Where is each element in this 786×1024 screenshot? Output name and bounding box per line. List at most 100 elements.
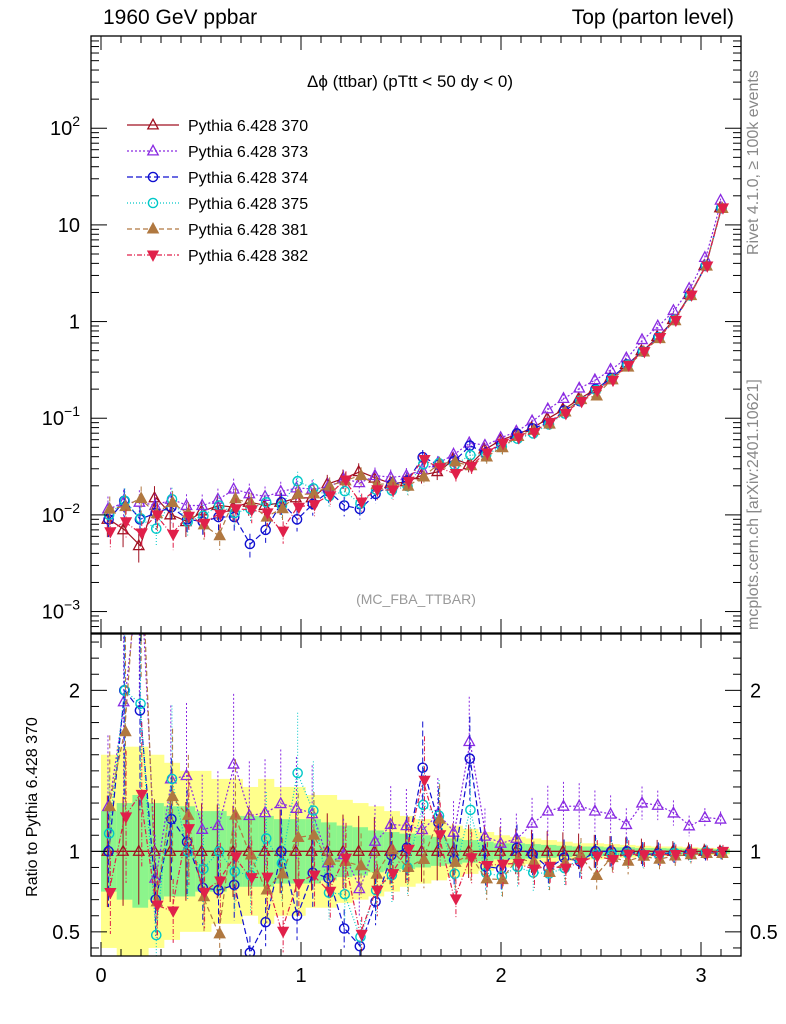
series-6-428-381-point bbox=[417, 469, 431, 482]
ratio-panel-frame bbox=[90, 633, 742, 957]
series-6-428-373-point bbox=[635, 332, 649, 345]
series-6-428-381-ratio-point bbox=[449, 855, 462, 867]
series-6-428-381-ratio-point bbox=[182, 808, 195, 820]
series-6-428-373-point bbox=[243, 486, 256, 499]
main-series bbox=[101, 193, 730, 563]
series-6-428-373-point bbox=[604, 362, 617, 374]
series-6-428-375-ratio-point bbox=[213, 846, 225, 857]
x-tick-label: 0 bbox=[95, 965, 106, 987]
series-6-428-381-point bbox=[134, 491, 148, 503]
series-6-428-374-point bbox=[260, 524, 271, 536]
series-6-428-381-ratio-point bbox=[103, 799, 117, 812]
series-6-428-382-ratio-point bbox=[701, 848, 714, 860]
series-6-428-375-ratio-point bbox=[119, 685, 131, 696]
y-tick-label: 10−3 bbox=[42, 597, 80, 624]
series-6-428-373-ratio-point bbox=[258, 805, 272, 818]
series-6-428-373-ratio-point bbox=[714, 812, 727, 824]
series-6-428-382-ratio-point bbox=[496, 859, 510, 872]
series-6-428-382-point bbox=[182, 511, 196, 524]
series-6-428-373-ratio-point bbox=[620, 817, 633, 830]
series-6-428-374-point bbox=[103, 514, 114, 525]
series-6-428-375-ratio-point bbox=[308, 805, 319, 816]
series-6-428-382-ratio-point bbox=[104, 888, 117, 900]
series-6-428-373-ratio-point bbox=[478, 829, 492, 841]
series-6-428-375-ratio-point bbox=[465, 804, 476, 816]
series-6-428-373-point bbox=[525, 413, 539, 426]
series-6-428-373-ratio-point bbox=[195, 822, 209, 834]
series-6-428-375-point bbox=[339, 485, 351, 497]
series-6-428-374-ratio-point bbox=[213, 884, 224, 896]
series-6-428-382-ratio-point bbox=[339, 853, 353, 865]
series-6-428-382-ratio-point bbox=[716, 846, 730, 859]
series-6-428-375-ratio-point bbox=[135, 698, 146, 710]
series-6-428-382-point bbox=[355, 497, 368, 509]
series-6-428-373-point bbox=[588, 372, 602, 385]
header-left: 1960 GeV ppbar bbox=[103, 6, 258, 29]
series-6-428-381-point bbox=[354, 468, 368, 481]
series-6-428-382-point bbox=[245, 505, 258, 517]
series-6-428-381-point bbox=[213, 528, 226, 541]
series-6-428-375-ratio-point bbox=[449, 868, 461, 880]
series-6-428-373-ratio-point bbox=[227, 757, 240, 769]
series-6-428-382-point bbox=[214, 509, 227, 521]
y-tick-label: 10 bbox=[58, 215, 80, 237]
series-6-428-382-ratio-point bbox=[324, 886, 337, 899]
series-6-428-373-ratio-point bbox=[604, 807, 617, 819]
series-6-428-382-ratio-point bbox=[654, 850, 667, 862]
series-6-428-382-ratio-point bbox=[135, 789, 148, 802]
series-6-428-375-ratio-point bbox=[339, 888, 351, 900]
series-6-428-382-point bbox=[434, 463, 447, 475]
ratio-y-axis-label: Ratio to Pythia 6.428 370 bbox=[24, 717, 41, 897]
series-6-428-373-ratio-point bbox=[415, 822, 429, 835]
series-6-428-373-point bbox=[211, 492, 225, 504]
y-tick-label: 102 bbox=[50, 113, 80, 140]
series-6-428-373-point bbox=[227, 482, 240, 494]
series-6-428-382-point bbox=[418, 454, 431, 467]
series-6-428-382-ratio-point bbox=[638, 850, 651, 862]
series-6-428-381-ratio-point bbox=[354, 858, 368, 871]
series-6-428-373-ratio-point bbox=[384, 817, 397, 830]
y-tick-label: 10−1 bbox=[42, 403, 80, 430]
series-6-428-373-ratio-point bbox=[134, 554, 144, 564]
series-6-428-370-ratio-point bbox=[116, 844, 130, 856]
series-6-428-381-ratio-point bbox=[401, 860, 415, 872]
series-6-428-382-ratio-line bbox=[108, 779, 722, 937]
series-6-428-373-point bbox=[447, 447, 460, 459]
series-6-428-374-ratio-point bbox=[228, 879, 240, 891]
legend-marker bbox=[147, 171, 159, 183]
series-6-428-381-ratio-point bbox=[621, 854, 635, 866]
series-6-428-381-point bbox=[291, 487, 305, 499]
legend-marker bbox=[147, 197, 159, 209]
series-6-428-382-point bbox=[449, 469, 463, 481]
series-6-428-381-ratio-point bbox=[480, 871, 494, 884]
series-6-428-382-ratio-point bbox=[449, 894, 463, 906]
series-6-428-382-point bbox=[308, 500, 321, 512]
series-6-428-373-ratio-point bbox=[274, 796, 288, 809]
series-6-428-373-point bbox=[195, 498, 209, 511]
series-6-428-381-ratio-point bbox=[119, 724, 132, 737]
series-6-428-374-ratio-point bbox=[244, 947, 256, 956]
series-6-428-374-ratio-point bbox=[166, 813, 177, 825]
x-tick-label: 3 bbox=[695, 965, 706, 987]
legend-entry-6-428-382: Pythia 6.428 382 bbox=[127, 248, 308, 265]
ratio-y-tick-label-right: 0.5 bbox=[750, 922, 778, 944]
series-6-428-370-point bbox=[163, 507, 177, 520]
series-6-428-373-point bbox=[667, 303, 680, 316]
series-6-428-373-ratio-line bbox=[108, 634, 722, 891]
series-6-428-382-ratio-point bbox=[434, 830, 447, 842]
series-6-428-382-line bbox=[108, 207, 723, 536]
series-6-428-382-ratio-point bbox=[355, 929, 368, 942]
series-6-428-373-ratio-point bbox=[651, 798, 665, 810]
series-6-428-373-point bbox=[557, 391, 570, 404]
series-6-428-381-point bbox=[307, 486, 321, 499]
legend-entry-6-428-374: Pythia 6.428 374 bbox=[127, 170, 308, 187]
x-tick-label: 2 bbox=[495, 965, 506, 987]
series-6-428-373-point bbox=[352, 475, 366, 488]
main-panel-frame bbox=[90, 35, 742, 634]
series-6-428-382-point bbox=[465, 462, 478, 474]
series-6-428-382-ratio-point bbox=[386, 869, 400, 881]
series-6-428-374-ratio-point bbox=[464, 753, 476, 764]
ratio-y-tick-label-left: 2 bbox=[69, 680, 80, 702]
series-6-428-370-ratio-point bbox=[258, 844, 271, 856]
series-6-428-382-ratio-point bbox=[528, 864, 541, 876]
